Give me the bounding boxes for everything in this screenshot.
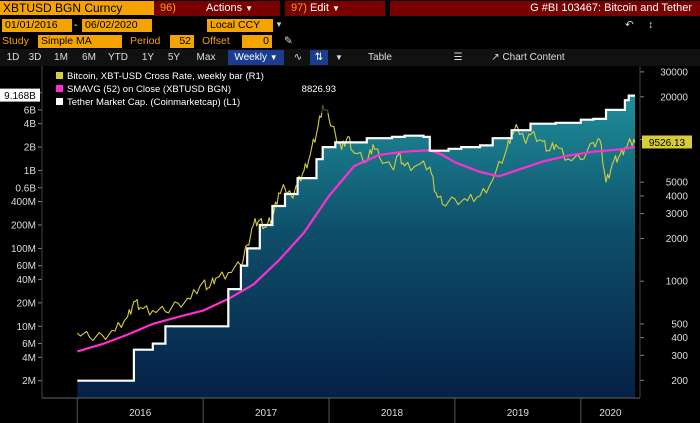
grid xyxy=(76,398,582,423)
chart-content-label: Chart Content xyxy=(502,52,565,63)
study-select[interactable]: Simple MA xyxy=(38,35,122,48)
left-tick-label: 40M xyxy=(17,275,36,286)
actions-menu-button[interactable]: Actions ▼ xyxy=(200,1,280,16)
table-button[interactable]: Table xyxy=(368,52,392,63)
tether-line xyxy=(77,94,635,382)
period-field[interactable]: 52 xyxy=(170,35,194,48)
period-label: Period xyxy=(130,35,161,47)
chevron-down-icon[interactable]: ▼ xyxy=(335,53,343,62)
right-tick-label: 3000 xyxy=(666,209,689,220)
range-button[interactable]: 5Y xyxy=(167,52,181,63)
legend: Bitcoin, XBT-USD Cross Rate, weekly bar … xyxy=(52,69,342,113)
actions-menu[interactable]: 96) xyxy=(154,1,200,16)
right-tick-label: 500 xyxy=(671,319,688,330)
date-range-bar: 01/01/2016 - 06/02/2020 Local CCY ▼ ↶ ↕ xyxy=(0,17,700,33)
sma-line xyxy=(76,146,636,353)
range-button[interactable]: 6M xyxy=(82,52,96,63)
actions-number: 96) xyxy=(160,2,176,14)
actions-label: Actions xyxy=(206,2,243,14)
legend-swatch xyxy=(56,72,63,79)
settings-icon[interactable]: ☰ xyxy=(453,52,463,63)
edit-number: 97) xyxy=(291,2,307,14)
left-tick-label: 200M xyxy=(11,220,36,231)
study-label: Study xyxy=(2,35,29,47)
left-tick-label: 400M xyxy=(11,197,36,208)
range-button[interactable]: YTD xyxy=(108,52,128,63)
right-tick-label: 300 xyxy=(671,351,688,362)
study-bar: Study Simple MA Period 52 Offset 0 ✎ xyxy=(0,33,700,49)
legend-swatch xyxy=(56,85,63,92)
right-tick-label: 5000 xyxy=(666,178,689,189)
x-tick-label: 2018 xyxy=(381,408,404,419)
chevron-down-icon[interactable]: ▼ xyxy=(275,20,283,29)
left-tick-label: 1B xyxy=(24,166,37,177)
left-tick-label: 4B xyxy=(24,119,37,130)
line-chart-icon[interactable]: ∿ xyxy=(293,52,303,63)
right-tick-label: 4000 xyxy=(666,191,689,202)
right-tick-label: 2000 xyxy=(666,234,689,245)
chevron-down-icon: ▼ xyxy=(269,53,278,62)
edit-label: Edit xyxy=(309,2,329,14)
edit-menu-button[interactable]: 97) Edit ▼ xyxy=(285,1,385,16)
currency-select[interactable]: Local CCY xyxy=(207,19,273,32)
range-button[interactable]: 1Y xyxy=(141,52,155,63)
chart-area[interactable]: 2016201720182019202010B6B4B2B1B0.6B400M2… xyxy=(0,66,700,423)
header-bar: XBTUSD BGN Curncy 96) Actions ▼ 97) Edit… xyxy=(0,0,700,17)
right-tick-label: 1000 xyxy=(666,277,689,288)
start-date-field[interactable]: 01/01/2016 xyxy=(2,19,72,32)
axes: 2016201720182019202010B6B4B2B1B0.6B400M2… xyxy=(0,66,692,419)
offset-label: Offset xyxy=(202,35,230,47)
undo-icon[interactable]: ↶ xyxy=(625,19,634,31)
right-tick-label: 20000 xyxy=(660,92,688,103)
legend-entry: Bitcoin, XBT-USD Cross Rate, weekly bar … xyxy=(67,71,264,82)
x-tick-label: 2016 xyxy=(129,408,152,419)
left-tick-label: 2B xyxy=(24,143,37,154)
frequency-label: Weekly xyxy=(234,52,267,63)
legend-background xyxy=(52,69,342,113)
range-separator: - xyxy=(74,19,78,31)
legend-value: 8826.93 xyxy=(302,84,336,95)
left-tick-label: 4M xyxy=(22,353,36,364)
legend-swatch xyxy=(56,98,63,105)
chart-toolbar: 1D 3D 1M 6M YTD 1Y 5Y Max Weekly ▼ ∿ ⇅ ▼… xyxy=(0,49,700,67)
end-date-field[interactable]: 06/02/2020 xyxy=(82,19,152,32)
chart-content-icon: ↗ xyxy=(491,52,500,63)
chart-title: G #BI 103467: Bitcoin and Tether xyxy=(390,1,700,16)
left-tick-label: 10M xyxy=(17,322,36,333)
range-button[interactable]: Max xyxy=(196,52,216,63)
left-tick-label: 2M xyxy=(22,376,36,387)
left-tick-label: 0.6B xyxy=(15,183,36,194)
range-button[interactable]: 3D xyxy=(28,52,42,63)
legend-entry: SMAVG (52) on Close (XBTUSD BGN) xyxy=(67,84,231,95)
pencil-icon[interactable]: ✎ xyxy=(284,35,293,47)
chart-content-button[interactable]: ↗ Chart Content xyxy=(478,50,578,65)
bar-chart-icon[interactable]: ⇅ xyxy=(310,50,328,65)
range-button[interactable]: 1M xyxy=(54,52,68,63)
right-last-value-badge xyxy=(642,135,692,149)
right-last-value-label: 9526.13 xyxy=(649,138,686,149)
right-tick-label: 400 xyxy=(671,333,688,344)
x-tick-label: 2020 xyxy=(599,408,622,419)
offset-field[interactable]: 0 xyxy=(242,35,272,48)
legend-entry: Tether Market Cap. (Coinmarketcap) (L1) xyxy=(67,97,240,108)
security-ticker[interactable]: XBTUSD BGN Curncy xyxy=(0,1,155,15)
left-tick-label: 6B xyxy=(24,105,37,116)
left-tick-label: 6M xyxy=(22,339,36,350)
range-button[interactable]: 1D xyxy=(6,52,20,63)
zoom-icon[interactable]: ↕ xyxy=(648,19,654,31)
left-tick-label: 100M xyxy=(11,244,36,255)
chevron-down-icon: ▼ xyxy=(332,4,340,13)
right-tick-label: 200 xyxy=(671,376,688,387)
left-last-value-label: 9.168B xyxy=(4,91,36,102)
right-tick-label: 30000 xyxy=(660,67,688,78)
series-layer xyxy=(76,94,636,382)
bitcoin-line xyxy=(76,104,636,342)
left-tick-label: 60M xyxy=(17,261,36,272)
x-tick-label: 2019 xyxy=(507,408,530,419)
frequency-select[interactable]: Weekly ▼ xyxy=(228,50,284,65)
x-tick-label: 2017 xyxy=(255,408,278,419)
chevron-down-icon: ▼ xyxy=(245,4,254,13)
left-last-value-badge xyxy=(0,88,40,102)
left-tick-label: 20M xyxy=(17,298,36,309)
